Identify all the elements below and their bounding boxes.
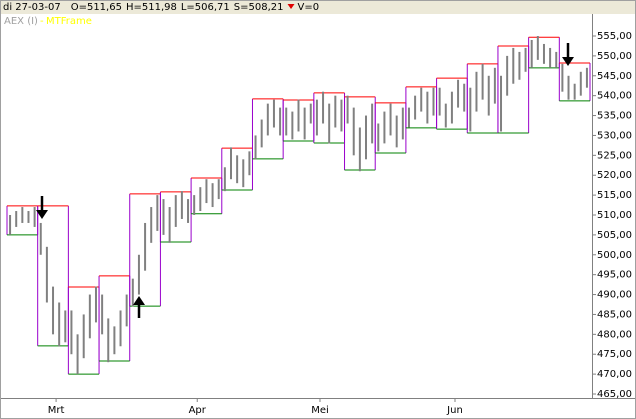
y-tick-label: 505,00 (597, 230, 632, 241)
y-tick-label: 500,00 (597, 250, 632, 261)
y-tick-label: 550,00 (597, 51, 632, 62)
y-tick-label: 535,00 (597, 111, 632, 122)
y-tick-label: 485,00 (597, 309, 632, 320)
down-indicator (287, 4, 295, 9)
header-info: L=506,71 (181, 2, 230, 13)
legend-entry: AEX (I) (4, 16, 38, 27)
y-tick-label: 530,00 (597, 130, 632, 141)
header-bar (0, 0, 636, 14)
y-tick-label: 555,00 (597, 31, 632, 42)
y-tick-label: 495,00 (597, 270, 632, 281)
arrow-head (36, 210, 48, 219)
y-tick-label: 545,00 (597, 71, 632, 82)
x-tick-label: Mei (311, 405, 329, 416)
x-tick-label: Mrt (48, 405, 65, 416)
legend-separator: - (40, 16, 44, 27)
y-tick-label: 525,00 (597, 150, 632, 161)
header-info: V=0 (298, 2, 320, 13)
marks (6, 36, 591, 375)
y-tick-label: 490,00 (597, 290, 632, 301)
header-info: O=511,65 (71, 2, 122, 13)
signal-arrows (36, 43, 574, 318)
header-info: H=511,98 (126, 2, 177, 13)
y-tick-label: 465,00 (597, 389, 632, 400)
y-tick-label: 515,00 (597, 190, 632, 201)
header-info: di 27-03-07 (3, 2, 61, 13)
arrow-head (562, 57, 574, 66)
y-tick-label: 475,00 (597, 349, 632, 360)
y-tick-label: 540,00 (597, 91, 632, 102)
y-tick-label: 510,00 (597, 210, 632, 221)
y-tick-label: 520,00 (597, 170, 632, 181)
y-tick-label: 470,00 (597, 369, 632, 380)
x-tick-label: Apr (189, 405, 207, 416)
header-info: S=508,21 (234, 2, 284, 13)
arrow-head (133, 296, 145, 305)
legend-entry: MTFrame (46, 16, 92, 27)
x-tick-label: Jun (446, 405, 463, 416)
y-tick-label: 480,00 (597, 329, 632, 340)
